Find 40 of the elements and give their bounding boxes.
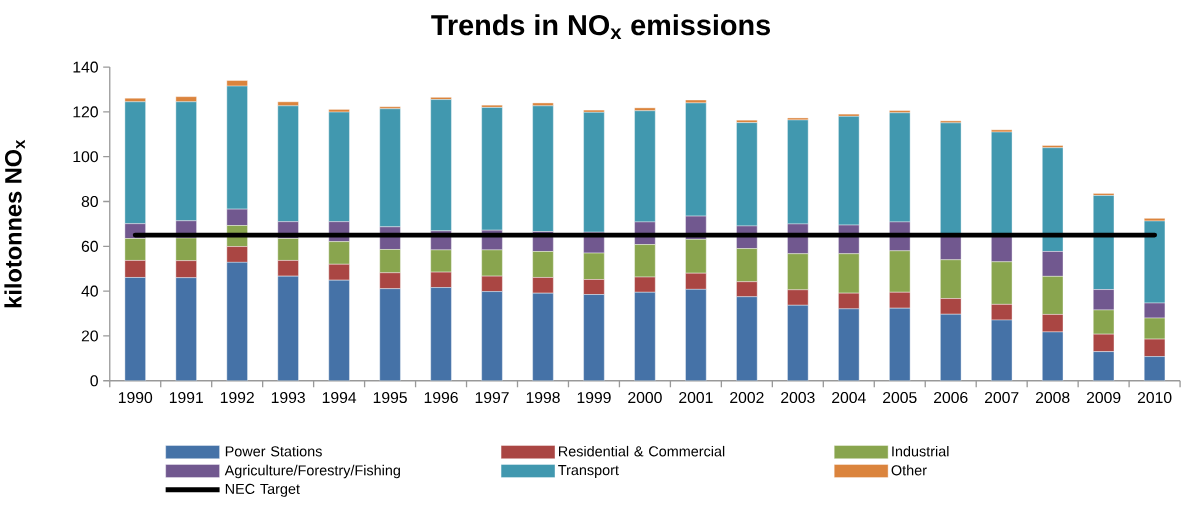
y-tick-label: 140 bbox=[73, 61, 98, 73]
y-tick-label: 0 bbox=[90, 375, 98, 387]
x-tick-label: 2002 bbox=[730, 391, 764, 404]
y-tick-label: 80 bbox=[81, 195, 98, 208]
y-tick-label: 60 bbox=[81, 240, 98, 252]
x-tick-label: 1992 bbox=[220, 391, 254, 404]
legend-label: Industrial bbox=[892, 445, 949, 457]
x-tick-label: 2003 bbox=[781, 391, 815, 404]
x-tick-label: 2004 bbox=[832, 391, 866, 404]
legend-label: Other bbox=[891, 464, 927, 476]
x-tick-label: 2006 bbox=[934, 391, 968, 404]
y-tick-label: 120 bbox=[73, 106, 98, 118]
legend-label: Agriculture/Forestry/Fishing bbox=[224, 464, 400, 479]
x-tick-label: 1990 bbox=[118, 391, 153, 404]
y-tick-label: 40 bbox=[81, 285, 98, 297]
x-tick-label: 1997 bbox=[475, 391, 509, 404]
x-tick-label: 2005 bbox=[883, 391, 917, 404]
legend-label: Transport bbox=[558, 465, 619, 478]
x-tick-label: 1998 bbox=[526, 391, 560, 404]
legend-label: Residential & Commercial bbox=[559, 445, 725, 457]
y-axis-title: kilotonnes NO$_{x}$ bbox=[4, 139, 25, 308]
x-tick-label: 1999 bbox=[577, 391, 611, 404]
x-tick-label: 2008 bbox=[1035, 391, 1070, 404]
x-tick-label: 2001 bbox=[679, 391, 713, 404]
y-tick-label: 20 bbox=[81, 330, 98, 342]
y-tick-label: 100 bbox=[73, 151, 98, 163]
x-tick-label: 2000 bbox=[628, 391, 662, 404]
x-tick-label: 1996 bbox=[424, 391, 458, 404]
x-tick-label: 1995 bbox=[373, 391, 407, 404]
x-tick-label: 1993 bbox=[271, 391, 305, 404]
x-tick-label: 2010 bbox=[1137, 391, 1172, 404]
bar bbox=[991, 131, 1013, 234]
x-tick-label: 1994 bbox=[322, 391, 357, 404]
chart-title: Trends in NO$_{x}$ emissions bbox=[431, 14, 770, 40]
x-tick-label: 1991 bbox=[169, 391, 203, 404]
x-tick-label: 2009 bbox=[1086, 391, 1121, 404]
legend-label: Power Stations bbox=[225, 445, 322, 457]
x-tick-label: 2007 bbox=[984, 391, 1019, 404]
legend-label: NEC Target bbox=[225, 483, 300, 497]
bar bbox=[940, 122, 962, 234]
